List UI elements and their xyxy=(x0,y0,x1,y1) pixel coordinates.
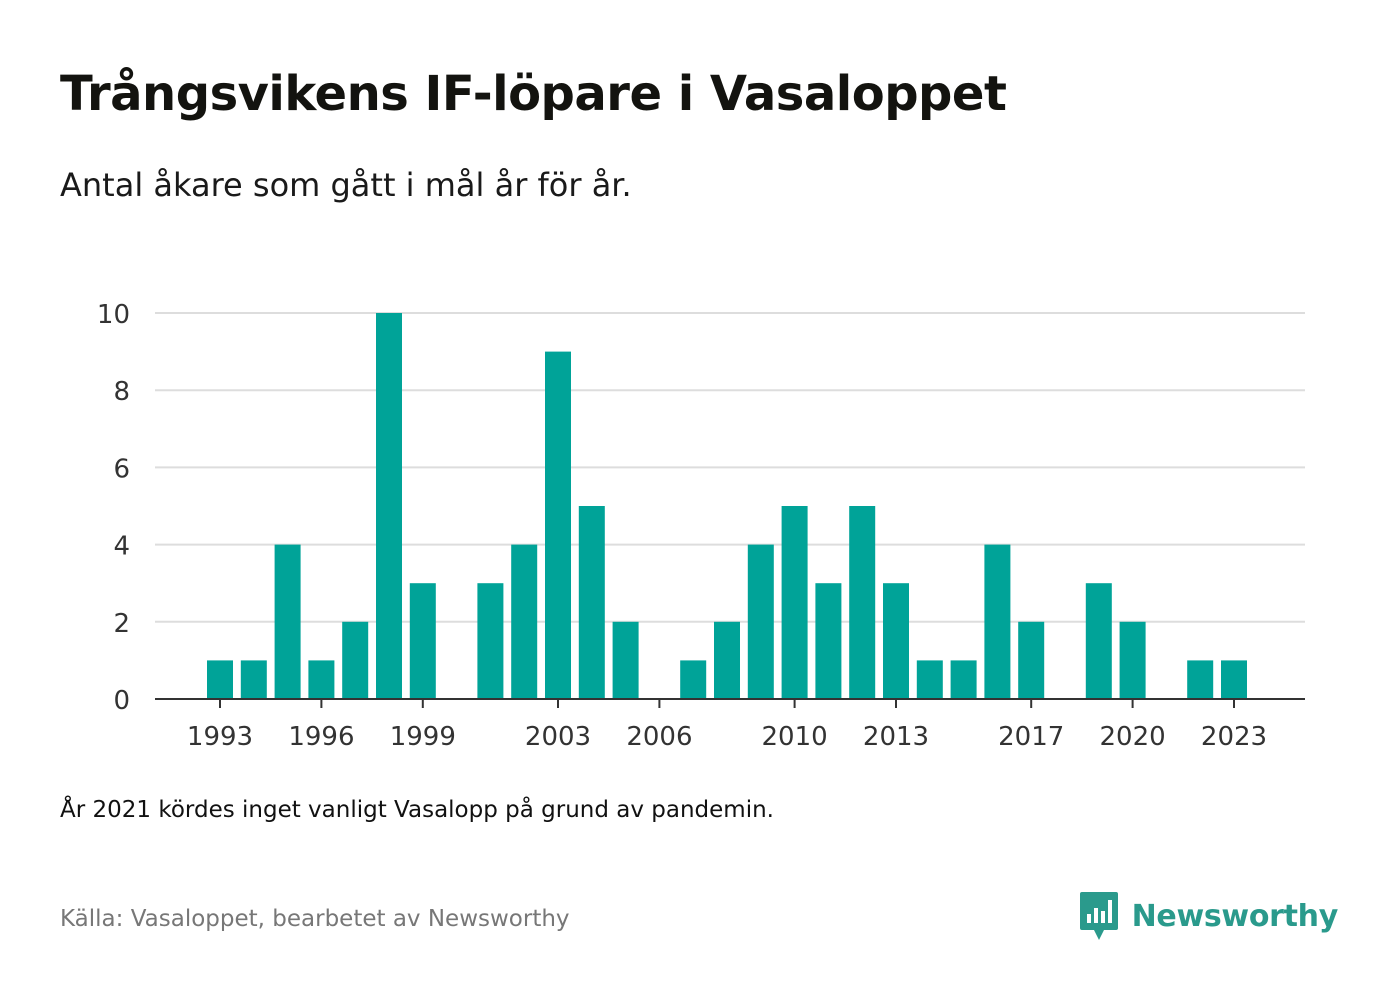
chart-note: År 2021 kördes inget vanligt Vasalopp på… xyxy=(60,797,774,823)
y-tick-label: 0 xyxy=(113,686,130,716)
bar-1999 xyxy=(409,583,436,699)
bar-2009 xyxy=(747,544,774,699)
y-tick-label: 2 xyxy=(113,609,130,639)
bar-2012 xyxy=(849,506,876,699)
x-tick-label: 2006 xyxy=(626,722,692,752)
bar-1994 xyxy=(240,660,267,699)
chart-subtitle: Antal åkare som gått i mål år för år. xyxy=(60,166,632,204)
bar-2010 xyxy=(781,506,808,699)
newsworthy-icon xyxy=(1079,892,1118,940)
x-tick-label: 2013 xyxy=(863,722,929,752)
bar-1995 xyxy=(274,544,301,699)
brand-name: Newsworthy xyxy=(1131,898,1339,934)
bar-2002 xyxy=(511,544,538,699)
bars xyxy=(207,313,1247,699)
source-label: Källa: Vasaloppet, bearbetet av Newswort… xyxy=(60,906,570,932)
bar-2022 xyxy=(1187,660,1214,699)
bar-2013 xyxy=(883,583,909,699)
bar-2004 xyxy=(578,506,605,699)
y-tick-label: 8 xyxy=(113,377,130,407)
bar-2007 xyxy=(680,660,707,699)
bar-1998 xyxy=(376,313,402,699)
x-tick-label: 2017 xyxy=(998,722,1064,752)
bar-1997 xyxy=(342,621,369,699)
bar-2001 xyxy=(477,583,504,699)
axes: 1993 1996 1999 2003 2006 2010 2013 2017 2020 2023 xyxy=(155,698,1305,752)
y-tick-label: 10 xyxy=(97,300,130,330)
x-tick-label: 2003 xyxy=(525,722,591,752)
x-tick-label: 2023 xyxy=(1201,722,1267,752)
bar-2016 xyxy=(984,544,1011,699)
y-tick-label: 4 xyxy=(113,532,130,562)
x-tick-label: 1993 xyxy=(187,722,253,752)
bar-2019 xyxy=(1085,583,1112,699)
bar-chart: 0 2 4 6 8 10 1993 1996 1999 2003 2006 2010 2013 2017… xyxy=(97,300,1305,752)
y-tick-label: 6 xyxy=(113,454,130,484)
bar-1993 xyxy=(207,660,233,699)
bar-2011 xyxy=(815,583,842,699)
x-tick-label: 2020 xyxy=(1100,722,1166,752)
x-tick-label: 2010 xyxy=(762,722,828,752)
bar-2008 xyxy=(714,621,740,699)
bar-2023 xyxy=(1221,660,1247,699)
x-tick-label: 1996 xyxy=(288,722,354,752)
bar-2003 xyxy=(545,351,571,699)
bar-1996 xyxy=(308,660,335,699)
bar-2014 xyxy=(916,660,943,699)
bar-2015 xyxy=(950,660,977,699)
bar-2020 xyxy=(1119,621,1146,699)
chart-title: Trångsvikens IF-löpare i Vasaloppet xyxy=(60,66,1007,122)
newsworthy-logo: Newsworthy xyxy=(1078,890,1338,942)
x-tick-label: 1999 xyxy=(390,722,456,752)
bar-2005 xyxy=(612,621,639,699)
bar-2017 xyxy=(1018,621,1045,699)
